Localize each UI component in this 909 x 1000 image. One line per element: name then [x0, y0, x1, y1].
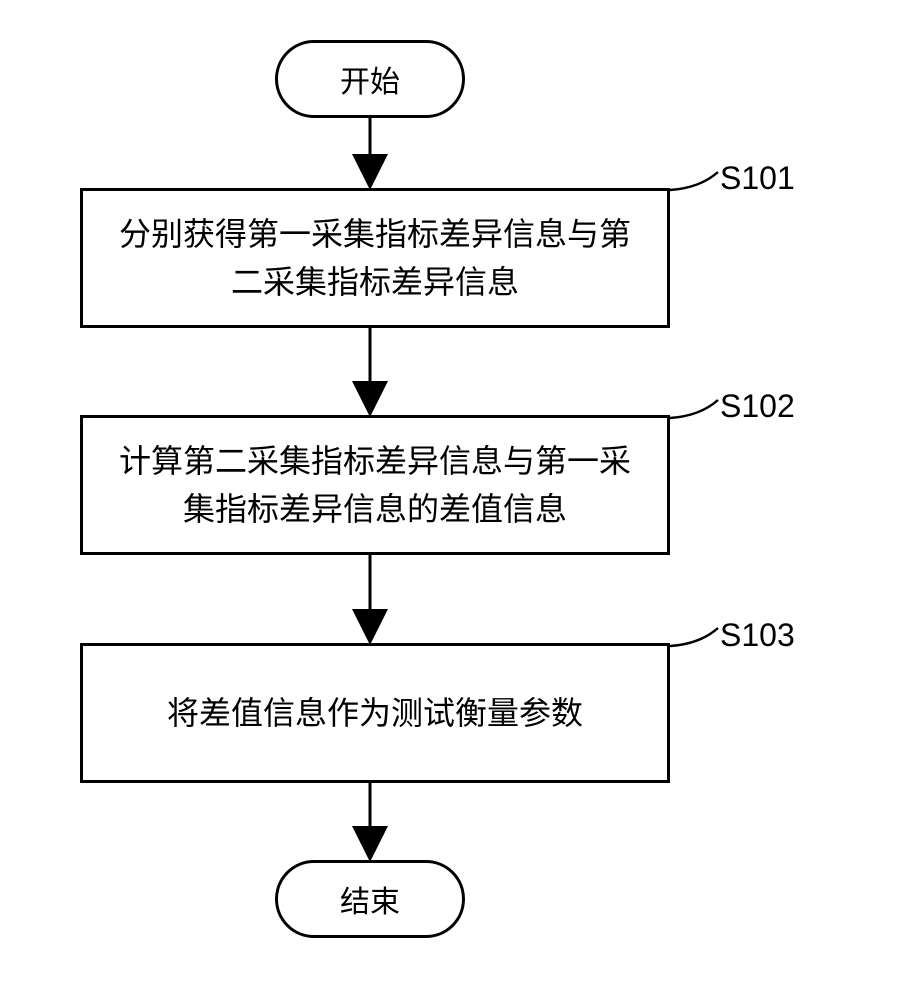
flowchart-container: 开始 分别获得第一采集指标差异信息与第 二采集指标差异信息 S101 计算第二采…	[0, 0, 909, 1000]
label-connector-2	[670, 400, 718, 418]
label-connector-1	[670, 172, 718, 190]
flowchart-svg	[0, 0, 909, 1000]
label-connector-3	[670, 628, 718, 646]
